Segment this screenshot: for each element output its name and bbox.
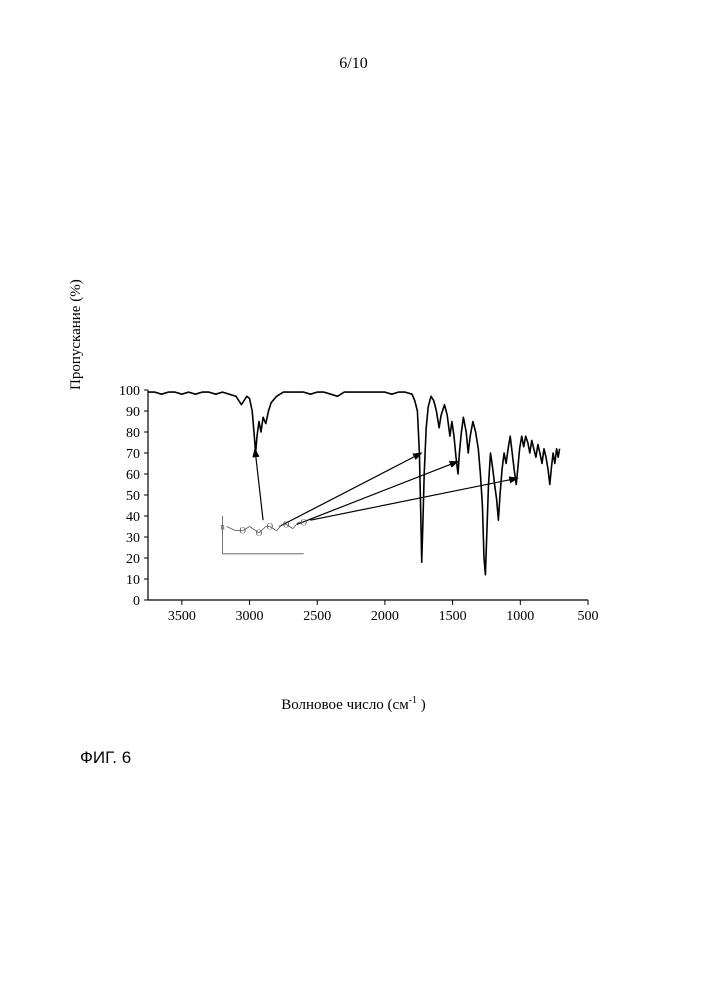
svg-text:O: O [240,526,247,536]
svg-text:2000: 2000 [371,609,399,624]
xlabel-prefix: Волновое число (см [281,697,409,713]
x-axis-label: Волновое число (см-1 ) [0,695,707,714]
svg-text:30: 30 [126,531,140,546]
svg-text:n: n [220,522,225,532]
svg-text:O: O [283,519,290,529]
page-number: 6/10 [0,55,707,73]
svg-text:70: 70 [126,447,140,462]
svg-text:0: 0 [133,594,140,609]
svg-text:3500: 3500 [168,609,196,624]
svg-text:1500: 1500 [439,609,467,624]
svg-text:20: 20 [126,552,140,567]
svg-text:O: O [256,528,263,538]
svg-text:O: O [300,517,307,527]
svg-text:10: 10 [126,573,140,588]
svg-text:40: 40 [126,510,140,525]
svg-text:50: 50 [126,489,140,504]
y-axis-label: Пропускание (%) [68,279,85,390]
chart-svg: 0 10 20 30 40 50 60 70 80 90 100 3500 3000 2500 2000 15… [88,380,608,640]
svg-text:2500: 2500 [303,609,331,624]
svg-text:1000: 1000 [506,609,534,624]
svg-text:60: 60 [126,468,140,483]
ir-spectrum-chart: 0 10 20 30 40 50 60 70 80 90 100 3500 3000 2500 2000 15… [88,380,608,680]
svg-text:100: 100 [119,384,140,399]
figure-caption: ФИГ. 6 [80,748,131,768]
svg-text:O: O [267,522,274,532]
svg-text:80: 80 [126,426,140,441]
svg-text:90: 90 [126,405,140,420]
svg-text:3000: 3000 [236,609,264,624]
xlabel-suffix: ) [417,697,426,713]
xlabel-super: -1 [409,695,417,706]
svg-text:500: 500 [578,609,599,624]
